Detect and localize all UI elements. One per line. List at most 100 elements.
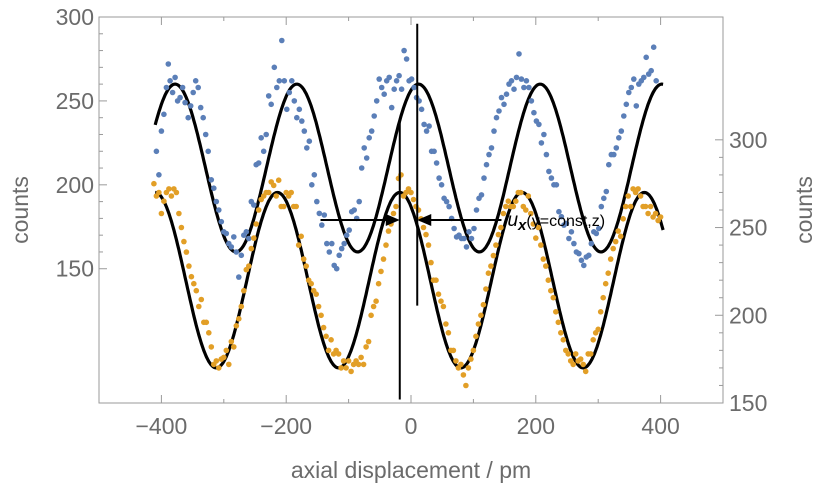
data-point-blue [299,118,305,124]
data-point-orange [525,193,532,199]
data-point-orange [248,245,255,252]
data-point-orange [495,231,502,238]
data-point-orange [510,203,517,210]
data-point-orange [363,344,369,350]
data-point-orange [375,280,382,287]
data-point-blue [386,74,393,81]
data-point-blue [501,101,507,108]
data-point-blue [185,114,191,121]
data-point-orange [473,333,479,340]
data-point-blue [195,84,201,91]
data-point-orange [545,277,552,284]
data-point-orange [555,319,562,326]
data-point-orange [303,263,310,269]
data-point-orange [298,233,305,240]
y-left-tick-label: 300 [56,4,94,30]
data-point-blue [538,140,545,146]
data-point-blue [528,98,535,104]
annotation-symbol: u [507,210,518,231]
y-left-tick-label: 250 [56,88,94,114]
data-point-orange [198,296,205,303]
data-point-blue [243,229,250,235]
data-point-blue [213,198,220,205]
data-point-orange [313,291,320,298]
data-point-blue [306,138,313,144]
data-point-blue [491,128,497,134]
x-tick-label: −200 [260,413,312,439]
data-point-orange [420,224,427,231]
data-point-blue [553,182,560,188]
data-point-blue [446,203,452,210]
data-point-blue [341,240,348,247]
data-point-orange [465,365,472,371]
data-point-orange [605,270,611,277]
data-point-orange [315,303,322,310]
data-point-blue [182,99,188,106]
data-point-orange [565,351,571,357]
y-right-tick-label: 300 [729,127,767,153]
data-point-orange [580,361,586,368]
data-point-blue [653,78,659,84]
data-point-blue [238,252,245,259]
data-point-orange [238,303,245,310]
y-left-tick-label: 200 [56,172,94,198]
data-point-blue [526,84,532,91]
data-point-orange [625,193,631,199]
data-point-blue [548,175,555,181]
data-point-blue [438,182,445,188]
data-point-blue [421,121,427,128]
data-point-blue [169,89,176,96]
data-point-orange [166,186,172,192]
data-point-orange [223,347,230,354]
data-point-orange [338,365,344,371]
data-point-orange [280,203,287,210]
data-point-orange [635,186,641,192]
data-point-orange [475,321,482,327]
data-point-orange [513,198,519,204]
data-point-orange [657,214,664,220]
data-point-orange [645,210,651,217]
data-point-blue [618,128,625,134]
data-point-orange [320,324,327,331]
data-point-orange [345,358,352,364]
data-point-orange [295,242,302,248]
data-point-orange [161,198,167,204]
data-point-blue [208,177,215,183]
data-point-blue [329,240,335,247]
data-point-orange [273,193,280,199]
y-axis-title-right: counts [791,176,817,244]
y-left-tick-label: 150 [56,256,94,282]
data-point-blue [294,114,300,121]
annotation-label: ux(y=const,z) [507,210,605,234]
data-point-orange [168,193,175,199]
data-point-blue [488,145,495,151]
fit-curve-orange [154,190,665,370]
data-point-orange [380,256,387,262]
y-right-tick-label: 250 [729,215,767,241]
data-point-blue [468,235,475,242]
fit-curve-blue [153,82,664,254]
data-point-orange [335,351,342,357]
data-point-orange [488,263,494,269]
data-point-orange [490,252,497,259]
data-point-orange [308,280,315,287]
data-point-orange [620,216,626,222]
x-axis-title: axial displacement / pm [291,457,531,483]
data-point-blue [358,165,365,171]
data-point-blue [265,93,272,99]
data-point-orange [193,287,200,294]
data-point-blue [423,128,430,134]
data-point-orange [445,330,452,336]
data-point-blue [603,188,610,195]
data-point-blue [650,44,657,50]
data-point-blue [511,86,517,92]
data-point-orange [181,238,187,245]
data-point-orange [602,280,609,287]
data-point-blue [531,109,537,116]
data-point-orange [156,189,162,196]
data-point-orange [383,242,389,248]
x-tick-label: 200 [517,413,555,439]
data-point-orange [570,361,576,368]
data-point-blue [233,249,240,255]
data-point-orange [518,189,524,196]
